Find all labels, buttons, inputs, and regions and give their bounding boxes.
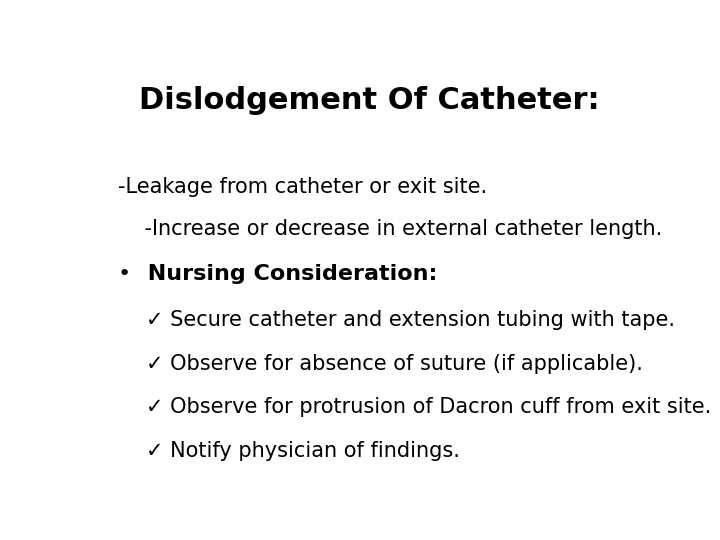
Text: Dislodgement Of Catheter:: Dislodgement Of Catheter: [139, 85, 599, 114]
Text: ✓ Secure catheter and extension tubing with tape.: ✓ Secure catheter and extension tubing w… [145, 310, 675, 330]
Text: •: • [118, 265, 131, 285]
Text: -Leakage from catheter or exit site.: -Leakage from catheter or exit site. [118, 177, 487, 197]
Text: ✓ Observe for absence of suture (if applicable).: ✓ Observe for absence of suture (if appl… [145, 354, 643, 374]
Text: Nursing Consideration:: Nursing Consideration: [140, 265, 438, 285]
Text: ✓ Observe for protrusion of Dacron cuff from exit site.: ✓ Observe for protrusion of Dacron cuff … [145, 397, 711, 417]
Text: ✓ Notify physician of findings.: ✓ Notify physician of findings. [145, 441, 459, 461]
Text: -Increase or decrease in external catheter length.: -Increase or decrease in external cathet… [118, 219, 662, 239]
